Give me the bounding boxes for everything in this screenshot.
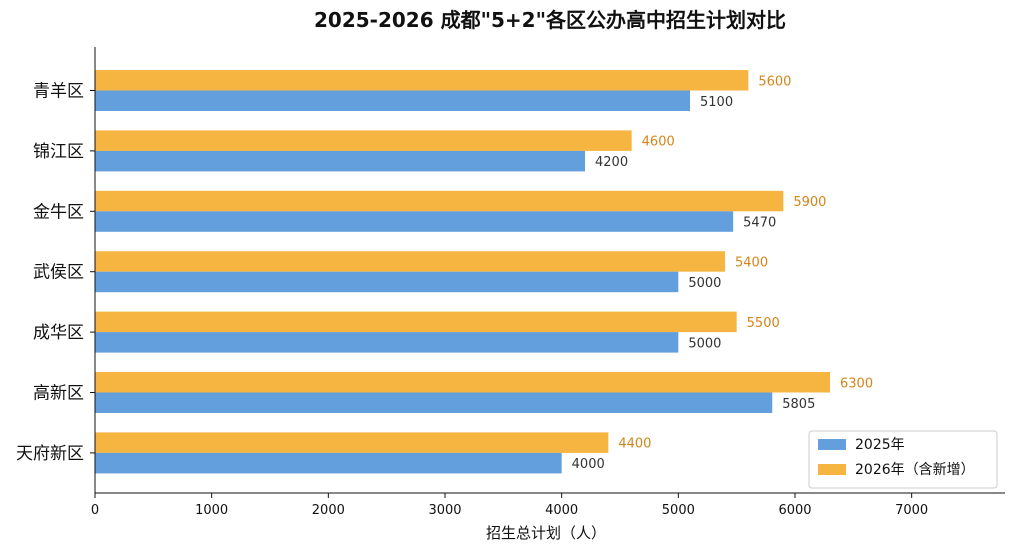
value-label-2025-4: 5000 <box>688 336 721 351</box>
legend-label-2026: 2026年（含新增） <box>855 462 975 478</box>
value-label-2025-0: 5100 <box>700 95 733 110</box>
legend: 2025年 2026年（含新增） <box>808 430 998 489</box>
legend-label-2025: 2025年 <box>855 437 905 453</box>
x-tick-label-1: 1000 <box>195 503 228 518</box>
bar-2025-3 <box>95 271 679 293</box>
x-tick-label-5: 5000 <box>662 503 695 518</box>
bar-2025-1 <box>95 150 585 172</box>
chart-title: 2025-2026 成都"5+2"各区公办高中招生计划对比 <box>314 8 786 32</box>
x-tick-label-6: 6000 <box>778 503 811 518</box>
category-label-5: 高新区 <box>33 384 84 404</box>
value-label-2025-6: 4000 <box>572 457 605 472</box>
category-label-3: 武侯区 <box>33 263 84 283</box>
legend-swatch-2025 <box>818 439 846 450</box>
value-label-2025-1: 4200 <box>595 155 628 170</box>
bar-2026-1 <box>95 130 632 151</box>
bar-2026-4 <box>95 311 737 333</box>
legend-swatch-2026 <box>818 464 846 475</box>
x-tick-label-3: 3000 <box>428 503 461 518</box>
value-label-2026-6: 4400 <box>618 437 651 452</box>
category-label-2: 金牛区 <box>33 202 84 222</box>
value-label-2025-5: 5805 <box>782 397 815 412</box>
bar-2026-6 <box>95 432 609 453</box>
x-axis-title: 招生总计划（人） <box>486 524 606 542</box>
value-label-2025-2: 5470 <box>743 216 776 231</box>
legend-box <box>808 430 998 489</box>
bar-2026-3 <box>95 251 725 272</box>
bar-2025-5 <box>95 392 773 413</box>
value-label-2026-5: 6300 <box>840 376 873 391</box>
bar-2025-2 <box>95 211 734 232</box>
category-label-1: 锦江区 <box>33 142 84 162</box>
category-label-4: 成华区 <box>33 323 84 343</box>
bar-2026-0 <box>95 70 749 91</box>
bar-2025-6 <box>95 452 562 474</box>
bar-2025-0 <box>95 90 690 111</box>
value-label-2026-1: 4600 <box>642 135 675 150</box>
value-label-2026-0: 5600 <box>758 74 791 89</box>
value-label-2026-3: 5400 <box>735 255 768 270</box>
x-tick-label-0: 0 <box>91 503 99 518</box>
category-label-0: 青羊区 <box>33 82 84 102</box>
value-label-2026-2: 5900 <box>793 195 826 210</box>
category-label-6: 天府新区 <box>16 444 84 464</box>
bar-2026-5 <box>95 372 830 393</box>
plot-area: 5600 5100 青羊区 4600 4200 锦江区 5900 5470 金牛区 5400 500… <box>16 47 1005 518</box>
x-tick-label-2: 2000 <box>312 503 345 518</box>
bar-2025-4 <box>95 332 679 353</box>
x-tick-label-7: 7000 <box>895 503 928 518</box>
x-tick-label-4: 4000 <box>545 503 578 518</box>
value-label-2026-4: 5500 <box>747 316 780 331</box>
value-label-2025-3: 5000 <box>688 276 721 291</box>
bar-2026-2 <box>95 190 784 212</box>
